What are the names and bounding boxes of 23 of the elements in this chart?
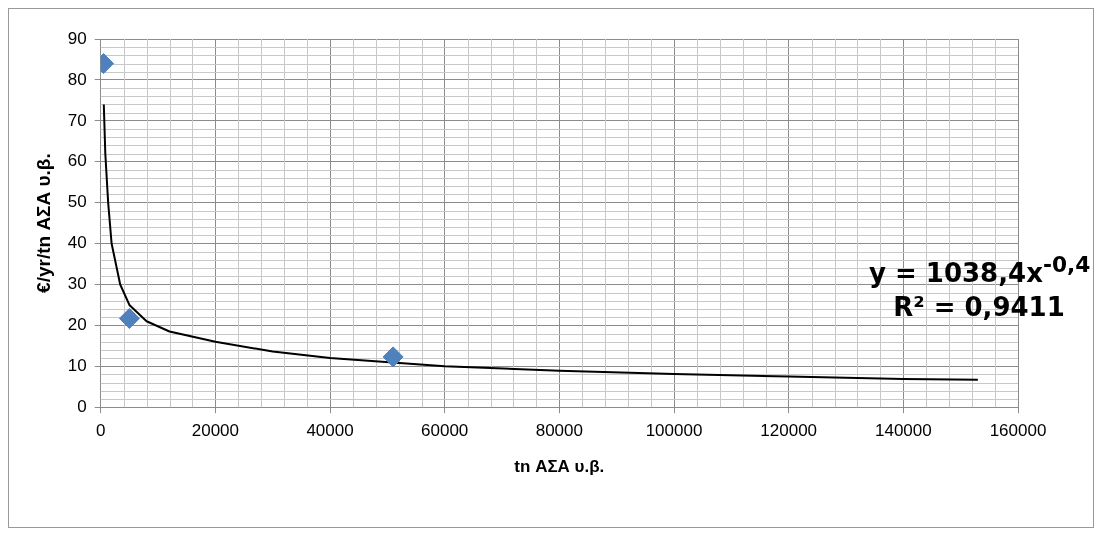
x-tick-label: 40000 xyxy=(306,421,354,441)
x-tick-label: 120000 xyxy=(760,421,818,441)
x-tick-label: 60000 xyxy=(421,421,469,441)
y-tick-label: 70 xyxy=(67,110,87,130)
y-tick-label: 30 xyxy=(67,274,87,294)
y-tick-label: 60 xyxy=(67,151,87,171)
x-axis-title: tn ΑΣΑ υ.β. xyxy=(514,457,605,477)
y-tick-label: 90 xyxy=(67,28,87,48)
y-tick-label: 80 xyxy=(67,69,87,89)
x-tick-label: 160000 xyxy=(989,421,1047,441)
y-tick-label: 20 xyxy=(67,315,87,335)
y-axis-title: €/yr/tn ΑΣΑ υ.β. xyxy=(32,153,54,293)
y-tick-label: 0 xyxy=(77,396,87,416)
annotation: y = 1038,4x$^{-0,4}$ xyxy=(869,251,1091,289)
y-tick-label: 50 xyxy=(67,192,87,212)
x-tick-label: 80000 xyxy=(535,421,583,441)
x-tick-label: 20000 xyxy=(191,421,240,441)
y-tick-label: 10 xyxy=(67,355,87,375)
y-tick-label: 40 xyxy=(67,233,87,253)
x-tick-label: 0 xyxy=(95,421,106,441)
x-tick-label: 100000 xyxy=(645,421,703,441)
annotation: R² = 0,9411 xyxy=(892,291,1066,323)
x-tick-label: 140000 xyxy=(874,421,932,441)
